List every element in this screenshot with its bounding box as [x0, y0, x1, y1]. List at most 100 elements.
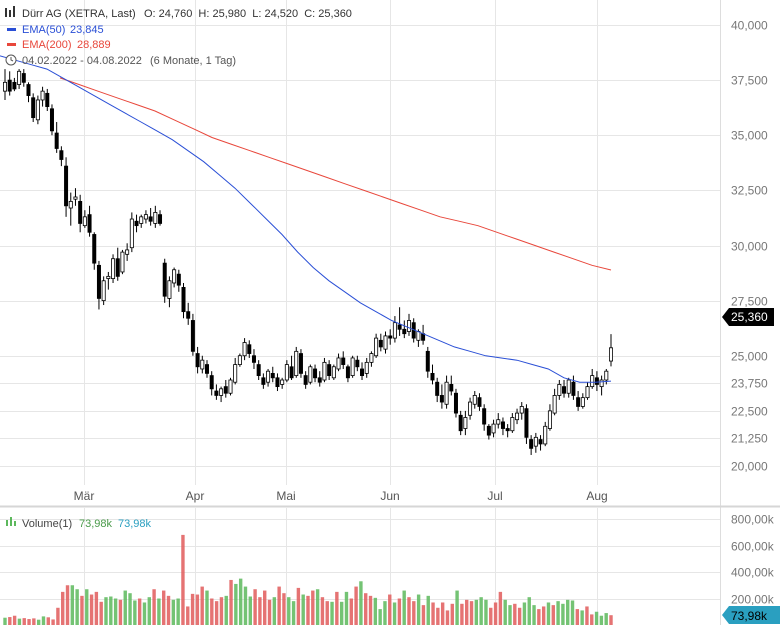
candle — [383, 331, 388, 354]
volume-bar-up — [594, 611, 599, 625]
candle-body-up — [331, 366, 336, 379]
candle-body-up — [17, 70, 22, 85]
volume-bar-down — [277, 586, 281, 625]
volume-bar-down — [407, 597, 411, 625]
candle-body-down — [538, 439, 543, 445]
price-tick-label: 27,500 — [731, 295, 768, 309]
candle-body-up — [153, 212, 158, 224]
volume-bar-down — [325, 601, 329, 625]
ema200-line — [59, 77, 612, 271]
candle — [96, 260, 101, 310]
candle-body-up — [604, 370, 609, 381]
volume-bar-up — [570, 600, 575, 625]
volume-bar-down — [166, 595, 171, 625]
volume-bar-down — [258, 597, 262, 625]
ema50-swatch — [7, 28, 16, 31]
candle-body-up — [515, 412, 520, 421]
volume-bar-down — [431, 602, 435, 625]
candle-body-up — [374, 337, 379, 357]
volume-bar-down — [311, 590, 315, 625]
candle-body-down — [256, 364, 261, 376]
price-tick-label: 30,000 — [731, 240, 768, 254]
volume-tick-label: 800,00k — [731, 513, 775, 527]
candle-body-down — [181, 286, 186, 313]
volume-bar-up — [556, 601, 560, 625]
volume-bar-down — [320, 597, 325, 625]
volume-bar-up — [85, 589, 89, 625]
candle — [139, 214, 144, 228]
volume-bar-up — [522, 602, 527, 625]
candle-body-up — [167, 280, 172, 299]
candle — [345, 364, 350, 383]
candle — [280, 377, 285, 389]
volume-bar-down — [469, 601, 474, 625]
price-tick-label: 37,500 — [731, 74, 768, 88]
candle — [129, 212, 134, 253]
volume-bar-up — [599, 615, 604, 625]
candle — [453, 388, 458, 418]
candle — [59, 146, 64, 167]
candle-body-down — [482, 408, 487, 425]
volume-bar-down — [575, 609, 580, 625]
candle — [491, 419, 496, 438]
candle-body-up — [120, 251, 125, 273]
last-price-badge-bg — [722, 308, 774, 326]
volume-bar-up — [561, 603, 565, 625]
candle-body-down — [355, 359, 360, 368]
candle — [256, 360, 261, 381]
volume-bar-up — [527, 597, 531, 625]
candle-body-up — [129, 218, 134, 249]
candle — [298, 349, 303, 378]
candle-body-up — [139, 216, 144, 224]
candle — [247, 340, 252, 358]
candle — [87, 205, 92, 237]
price-tick-label: 22,500 — [731, 405, 768, 419]
candle — [111, 254, 116, 283]
candle — [317, 371, 322, 387]
volume-bar-down — [585, 606, 589, 625]
candle — [336, 353, 341, 372]
legend-ohlc: O: 24,760 H: 25,980 L: 24,520 C: 25,360 — [144, 8, 352, 20]
candle — [120, 249, 125, 275]
candle — [500, 417, 505, 436]
candle — [134, 214, 139, 233]
volume-bar-down — [32, 618, 36, 625]
candle — [233, 357, 238, 385]
volume-bar-up — [70, 585, 75, 625]
volume-bar-up — [234, 583, 238, 625]
volume-bars — [3, 534, 613, 625]
candle-body-down — [186, 311, 191, 319]
candle-body-down — [275, 377, 280, 388]
last-volume-badge: 73,98k — [722, 606, 780, 624]
volume-legend: Volume(1) 73,98k 73,98k — [6, 517, 152, 530]
volume-bar-down — [440, 602, 445, 625]
volume-bar-up — [291, 601, 296, 625]
candle — [486, 424, 491, 440]
volume-bar-down — [27, 619, 31, 625]
candle-body-up — [369, 353, 374, 363]
candle-body-down — [195, 353, 200, 368]
volume-tick-label: 600,00k — [731, 540, 775, 554]
legend-range-note: (6 Monate, 1 Tag) — [150, 55, 236, 67]
candle-body-up — [336, 357, 341, 370]
candle — [49, 104, 54, 136]
volume-bar-down — [210, 598, 214, 625]
candle — [237, 353, 242, 367]
candle-body-up — [322, 361, 327, 381]
candle-body-up — [557, 384, 562, 396]
volume-bar-down — [80, 595, 84, 625]
candle-body-up — [233, 364, 238, 383]
volume-bar-up — [205, 590, 209, 625]
candle — [327, 360, 332, 381]
candles — [3, 69, 614, 455]
volume-bar-up — [224, 595, 228, 625]
candle-body-down — [96, 264, 101, 299]
candle-body-down — [158, 214, 163, 224]
volume-bar-up — [315, 589, 320, 625]
volume-bar-up — [171, 599, 176, 625]
volume-bar-down — [263, 590, 267, 625]
candle — [26, 82, 31, 103]
volume-bar-down — [190, 593, 195, 625]
volume-bar-down — [498, 591, 503, 625]
volume-bar-up — [479, 597, 483, 625]
